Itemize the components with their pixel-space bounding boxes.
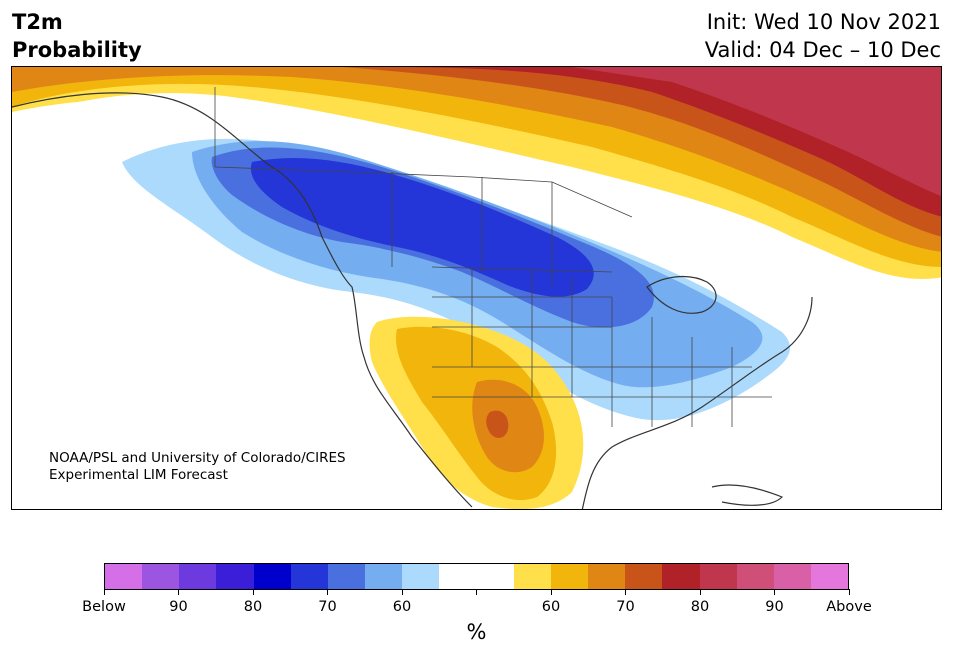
colorbar-tick — [103, 589, 105, 595]
colorbar-tick-label: Below — [82, 599, 126, 615]
political-borders — [214, 87, 772, 427]
title-line-1: T2m — [12, 10, 63, 34]
colorbar-tick-label: 90 — [169, 599, 188, 615]
map-title: T2m Probability — [12, 8, 142, 64]
colorbar-tick-label: 60 — [392, 599, 412, 615]
credit-line-2: Experimental LIM Forecast — [49, 467, 228, 483]
colorbar-segment — [142, 564, 180, 589]
warm-blob-southwest-4 — [486, 410, 509, 438]
colorbar-segment — [810, 564, 849, 589]
colorbar-tick — [252, 589, 254, 595]
colorbar-segment — [402, 564, 440, 589]
colorbar-segment — [253, 564, 291, 589]
colorbar-segment — [736, 564, 774, 589]
init-date-label: Init: Wed 10 Nov 2021 — [706, 10, 941, 34]
warm-band-north-6 — [572, 67, 941, 197]
colorbar-unit-label: % — [466, 620, 487, 644]
probability-map — [11, 66, 942, 510]
colorbar-segment — [216, 564, 254, 589]
coastlines — [12, 92, 813, 509]
colorbar-tick-label: 60 — [541, 599, 561, 615]
colorbar-segment — [773, 564, 811, 589]
colorbar-tick — [178, 589, 179, 595]
colorbar-tick-label: 80 — [243, 599, 263, 615]
title-line-2: Probability — [12, 38, 142, 62]
colorbar-tick — [476, 589, 477, 595]
colorbar-segment — [476, 564, 514, 589]
colorbar-segment — [699, 564, 737, 589]
colorbar-tick-label: 70 — [318, 599, 337, 615]
colorbar-segment — [179, 564, 217, 589]
colorbar-segment — [588, 564, 626, 589]
colorbar-tick-label: 70 — [616, 599, 635, 615]
map-canvas — [12, 67, 941, 509]
colorbar-ticks: Below 90 80 70 60 60 70 80 90 Above — [82, 589, 872, 619]
colorbar — [104, 563, 849, 590]
colorbar-segment — [439, 564, 477, 589]
colorbar-segment — [550, 564, 589, 589]
colorbar-segment — [105, 564, 143, 589]
colorbar-tick — [327, 589, 328, 595]
colorbar-tick-label: 80 — [690, 599, 710, 615]
colorbar-segment — [290, 564, 328, 589]
colorbar-segment — [327, 564, 366, 589]
credit-line-1: NOAA/PSL and University of Colorado/CIRE… — [49, 450, 346, 466]
valid-date-label: Valid: 04 Dec – 10 Dec — [704, 38, 941, 62]
colorbar-tick — [625, 589, 626, 595]
colorbar-tick — [774, 589, 775, 595]
colorbar-tick-label: 90 — [765, 599, 784, 615]
cold-band-90 — [250, 157, 594, 297]
colorbar-segment — [513, 564, 551, 589]
colorbar-tick — [848, 589, 850, 595]
colorbar-tick — [550, 589, 552, 595]
colorbar-segment — [662, 564, 700, 589]
colorbar-tick-label: Above — [826, 599, 872, 615]
colorbar-segment — [365, 564, 403, 589]
colorbar-tick — [699, 589, 701, 595]
colorbar-segment — [625, 564, 663, 589]
colorbar-tick — [401, 589, 403, 595]
forecast-dates: Init: Wed 10 Nov 2021 Valid: 04 Dec – 10… — [705, 8, 941, 64]
map-credit: NOAA/PSL and University of Colorado/CIRE… — [49, 450, 346, 484]
